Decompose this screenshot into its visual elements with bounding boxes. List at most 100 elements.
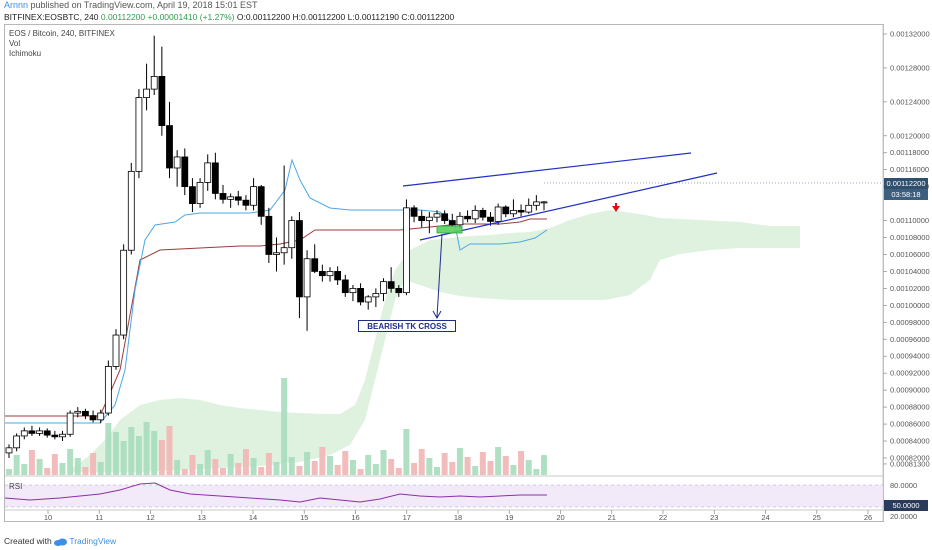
volume-bar (212, 459, 219, 475)
volume-bar (487, 461, 494, 475)
price-axis-label: 0.00110000 (890, 216, 929, 225)
candle (364, 296, 372, 303)
bearish-tk-cross-label[interactable]: BEARISH TK CROSS (358, 320, 456, 332)
volume-bar (319, 447, 326, 475)
candle (234, 196, 242, 201)
candle (166, 125, 173, 169)
ohlc-line: BITFINEX:EOSBTC, 240 0.00112200 +0.00001… (4, 11, 454, 23)
volume-bar (120, 441, 127, 475)
candle (273, 252, 280, 255)
volume-bar (541, 455, 547, 475)
volume-bar (365, 455, 372, 475)
price-axis-label: 0.00084000 (890, 437, 930, 446)
candle (311, 258, 319, 272)
candle (150, 76, 158, 90)
time-axis-label: 24 (761, 513, 769, 522)
tradingview-brand-link[interactable]: TradingView (69, 536, 117, 546)
candle (43, 430, 51, 436)
price-axis-label: 0.00116000 (890, 165, 929, 174)
ichimoku-legend[interactable]: Ichimoku (9, 49, 42, 58)
candle (510, 209, 517, 215)
volume-bar (21, 464, 28, 475)
rsi-upper-label: 80.0000 (890, 481, 917, 490)
price-axis-label: 0.00082000 (890, 454, 930, 463)
volume-bar (395, 468, 402, 475)
volume-bar (472, 466, 479, 475)
volume-bar (6, 469, 12, 475)
symbol-legend[interactable]: EOS / Bitcoin, 240, BITFINEX (9, 29, 115, 38)
time-axis-label: 26 (864, 513, 872, 522)
lower-trendline (419, 172, 718, 241)
volume-bar (403, 429, 410, 475)
time-axis-label: 20 (556, 513, 564, 522)
candle (357, 287, 364, 303)
rsi-legend[interactable]: RSI (9, 482, 23, 491)
time-axis-label: 23 (710, 513, 718, 522)
candle (143, 88, 150, 99)
candle (257, 186, 265, 217)
candle (326, 271, 334, 277)
candle (51, 434, 59, 438)
volume-bar (342, 451, 349, 475)
volume-bar (349, 460, 356, 475)
time-axis-label: 22 (659, 513, 667, 522)
close-value: C:0.00112200 (401, 12, 455, 22)
tk-cross-arrowhead (432, 310, 442, 320)
candle (280, 247, 288, 254)
candle (303, 258, 311, 298)
indicator-legend: EOS / Bitcoin, 240, BITFINEX Vol Ichimok… (9, 29, 115, 59)
volume-bar (28, 450, 35, 475)
price-axis-label: 0.00100000 (890, 301, 930, 310)
candle (425, 216, 433, 221)
volume-bar (105, 423, 112, 475)
candle (403, 207, 410, 294)
time-axis-label: 21 (608, 513, 616, 522)
time-axis-label: 25 (813, 513, 821, 522)
volume-bar (143, 422, 150, 475)
volume-bar (67, 449, 74, 475)
candle (36, 430, 43, 434)
volume-bar (281, 378, 288, 475)
vol-legend[interactable]: Vol (9, 39, 21, 48)
volume-bar (380, 450, 387, 475)
candle (517, 209, 525, 213)
candle (265, 215, 273, 255)
candle (288, 220, 296, 249)
volume-bar (464, 457, 471, 475)
volume-bar (128, 427, 135, 475)
volume-bar (479, 452, 486, 475)
author-link[interactable]: Arnnn (4, 0, 29, 10)
candle (334, 271, 342, 281)
red-down-arrow-stem (615, 203, 617, 207)
volume-bar (273, 462, 280, 475)
time-axis-label: 14 (249, 513, 257, 522)
price-axis-label: 0.00106000 (890, 250, 930, 259)
candle (418, 215, 426, 221)
candle (189, 186, 196, 204)
candle (28, 430, 36, 434)
price-axis-label: 0.00120000 (890, 131, 930, 140)
volume-bar (158, 440, 165, 475)
volume-bar (288, 457, 295, 475)
rsi-pane: 80.0000 20.0000 (4, 481, 917, 521)
footer: Created with TradingView (4, 535, 116, 547)
price-axis-label: 0.00086000 (890, 420, 930, 429)
volume-bar (227, 454, 234, 475)
candles (5, 35, 548, 458)
candle (471, 209, 479, 220)
price-axis-label: 0.00096000 (890, 335, 930, 344)
volume-bar (174, 460, 181, 475)
candle (181, 156, 189, 188)
time-axis-label: 11 (95, 513, 103, 522)
candle (448, 220, 456, 226)
candle (135, 97, 143, 172)
candle (173, 156, 181, 169)
volume-bar (204, 450, 211, 475)
symbol-label: BITFINEX:EOSBTC, 240 (4, 12, 99, 22)
rsi-band (5, 485, 883, 507)
candle (104, 366, 112, 414)
kijun-line (5, 218, 547, 417)
tenkan-line (5, 158, 548, 424)
candle (433, 213, 441, 218)
